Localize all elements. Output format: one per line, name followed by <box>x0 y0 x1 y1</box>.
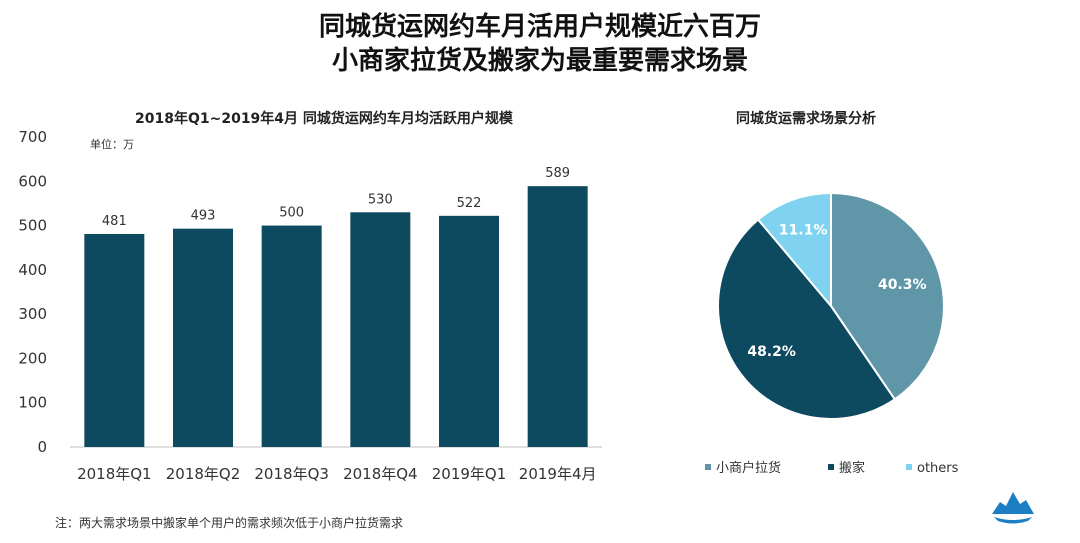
y-tick-label: 300 <box>18 305 47 323</box>
pie-slice <box>756 191 832 309</box>
bar-data-label: 522 <box>457 196 482 211</box>
y-tick-label: 200 <box>18 349 47 367</box>
bar-data-label: 481 <box>102 214 127 229</box>
pie-data-label: 40.3% <box>878 277 927 293</box>
pie-data-label: 48.2% <box>747 344 796 360</box>
pie-slice <box>830 191 945 401</box>
pie-slice <box>717 218 897 420</box>
bar <box>527 186 588 447</box>
bar <box>84 233 145 447</box>
y-tick-label: 500 <box>18 217 47 235</box>
bar <box>261 225 322 447</box>
pie-chart-title: 同城货运需求场景分析 <box>736 111 876 127</box>
brand-logo-icon <box>992 492 1034 524</box>
footnote: 注：两大需求场景中搬家单个用户的需求频次低于小商户拉货需求 <box>55 516 404 530</box>
legend-swatch <box>705 464 711 470</box>
x-tick-label: 2018年Q4 <box>343 465 418 483</box>
bar-data-label: 530 <box>368 192 393 207</box>
bar-data-label: 500 <box>279 206 304 221</box>
legend-label: others <box>917 461 959 476</box>
bar <box>173 228 233 447</box>
legend-swatch <box>906 464 912 470</box>
x-tick-label: 2018年Q1 <box>77 465 152 483</box>
y-tick-label: 100 <box>18 394 47 412</box>
bar-data-label: 493 <box>191 209 216 224</box>
bar-chart-title: 2018年Q1~2019年4月 同城货运网约车月均活跃用户规模 <box>135 111 513 127</box>
y-tick-label: 0 <box>37 438 47 456</box>
y-tick-label: 600 <box>18 172 47 190</box>
x-tick-label: 2018年Q2 <box>166 465 241 483</box>
y-tick-label: 700 <box>18 128 47 146</box>
x-tick-label: 2018年Q3 <box>254 465 329 483</box>
legend-label: 搬家 <box>839 460 865 476</box>
bar <box>439 215 499 447</box>
pie-data-label: 11.1% <box>779 223 828 239</box>
unit-label: 单位：万 <box>90 137 134 151</box>
y-tick-label: 400 <box>18 261 47 279</box>
legend-swatch <box>828 464 834 470</box>
page-title-line1: 同城货运网约车月活用户规模近六百万 <box>318 12 761 42</box>
x-tick-label: 2019年Q1 <box>432 465 507 483</box>
bar <box>350 212 411 447</box>
x-tick-label: 2019年4月 <box>519 465 597 483</box>
page-title-line2: 小商家拉货及搬家为最重要需求场景 <box>331 46 748 76</box>
bar-data-label: 589 <box>545 166 570 181</box>
legend-label: 小商户拉货 <box>716 460 781 476</box>
